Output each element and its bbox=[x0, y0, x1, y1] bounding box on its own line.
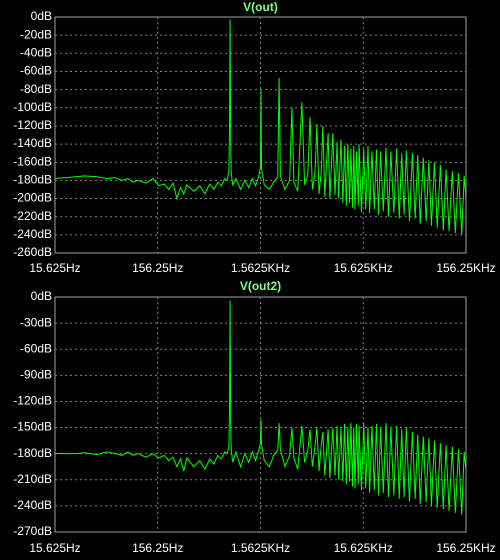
y-tick-label: -40dB bbox=[20, 45, 52, 59]
x-tick-label: 156.25Hz bbox=[132, 261, 183, 275]
plot-frame bbox=[54, 296, 467, 533]
y-tick-label: -210dB bbox=[13, 472, 52, 486]
y-tick-label: -60dB bbox=[20, 341, 52, 355]
x-tick-label: 1.5625KHz bbox=[231, 541, 290, 555]
x-tick-label: 1.5625KHz bbox=[231, 261, 290, 275]
chart-title: V(out2) bbox=[240, 279, 281, 293]
y-tick-label: -60dB bbox=[20, 64, 52, 78]
y-tick-label: -240dB bbox=[13, 227, 52, 241]
x-tick-label: 15.625Hz bbox=[29, 261, 80, 275]
y-tick-label: -80dB bbox=[20, 82, 52, 96]
y-tick-label: -120dB bbox=[13, 118, 52, 132]
x-tick-label: 15.625KHz bbox=[334, 261, 393, 275]
y-tick-label: -90dB bbox=[20, 368, 52, 382]
y-tick-label: -140dB bbox=[13, 136, 52, 150]
y-tick-label: -120dB bbox=[13, 394, 52, 408]
y-tick-label: -150dB bbox=[13, 420, 52, 434]
x-tick-label: 156.25KHz bbox=[436, 541, 495, 555]
y-tick-label: -270dB bbox=[13, 524, 52, 538]
spectrum-line bbox=[55, 19, 466, 235]
plot-frame bbox=[54, 16, 467, 254]
y-tick-label: -180dB bbox=[13, 173, 52, 187]
x-tick-label: 156.25Hz bbox=[132, 541, 183, 555]
y-tick-label: -20dB bbox=[20, 27, 52, 41]
chart-title: V(out) bbox=[243, 0, 278, 14]
y-tick-label: -160dB bbox=[13, 154, 52, 168]
y-tick-label: -100dB bbox=[13, 100, 52, 114]
y-tick-label: -30dB bbox=[20, 315, 52, 329]
y-tick-label: -200dB bbox=[13, 191, 52, 205]
y-tick-label: -220dB bbox=[13, 209, 52, 223]
x-tick-label: 156.25KHz bbox=[436, 261, 495, 275]
y-tick-label: -260dB bbox=[13, 245, 52, 259]
x-tick-label: 15.625Hz bbox=[29, 541, 80, 555]
y-tick-label: -240dB bbox=[13, 498, 52, 512]
x-tick-label: 15.625KHz bbox=[334, 541, 393, 555]
y-tick-label: -180dB bbox=[13, 446, 52, 460]
y-tick-label: 0dB bbox=[31, 289, 52, 303]
spectrum-line bbox=[55, 300, 466, 515]
y-tick-label: 0dB bbox=[31, 9, 52, 23]
